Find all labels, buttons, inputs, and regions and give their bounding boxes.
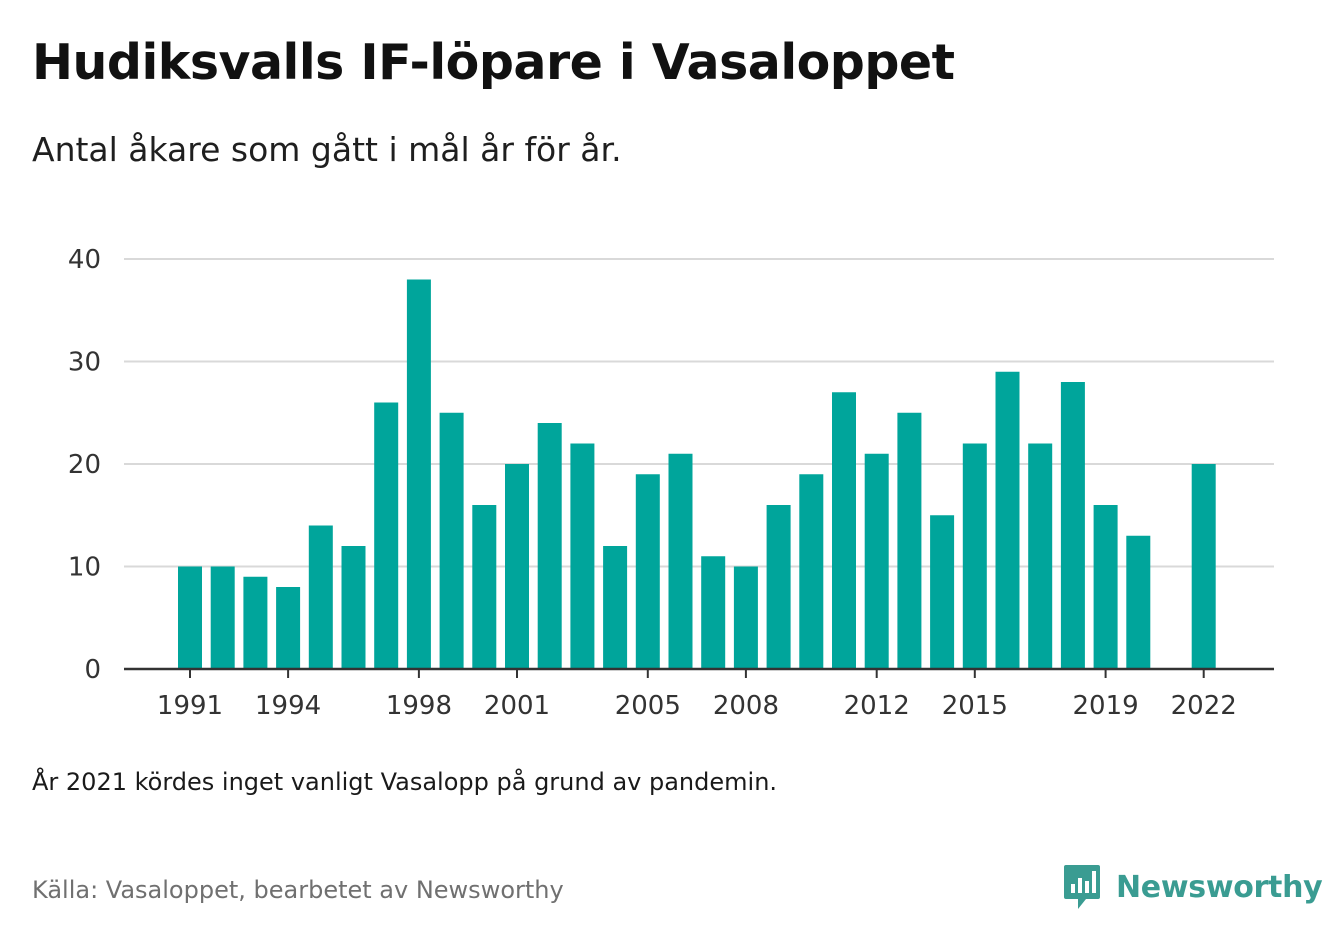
bar-1995: [308, 525, 333, 669]
bar-2012: [864, 453, 889, 669]
x-tick-label-1991: 1991: [157, 691, 223, 721]
bar-2018: [1060, 382, 1085, 669]
x-tick-label-2012: 2012: [844, 691, 910, 721]
bar-2010: [799, 474, 824, 669]
bar-1997: [374, 402, 399, 669]
x-tick-label-2001: 2001: [484, 691, 550, 721]
brand-name: Newsworthy: [1116, 869, 1323, 905]
y-tick-label-40: 40: [68, 245, 101, 275]
bar-2004: [603, 546, 628, 669]
chart-subtitle: Antal åkare som gått i mål år för år.: [32, 130, 622, 169]
bar-2001: [505, 464, 529, 669]
bars: [178, 279, 1216, 669]
bar-2006: [668, 453, 693, 669]
newsworthy-logo: Newsworthy: [1062, 862, 1323, 912]
x-tick-label-1998: 1998: [386, 691, 452, 721]
axes: 0 10 20 30 40 1991 1994 1998 2001 2005 2008 2012 201…: [68, 245, 1274, 721]
newsworthy-logo-icon: [1064, 865, 1100, 909]
bar-1996: [341, 546, 366, 669]
bar-chart: 0 10 20 30 40 1991 1994 1998 2001 2005 2008 2012 201…: [68, 245, 1274, 721]
x-tick-label-1994: 1994: [255, 691, 321, 721]
bar-2003: [570, 443, 595, 669]
source-text: Källa: Vasaloppet, bearbetet av Newswort…: [32, 876, 564, 904]
y-tick-label-10: 10: [68, 553, 101, 583]
y-tick-label-20: 20: [68, 450, 101, 480]
x-tick-label-2008: 2008: [713, 691, 779, 721]
bar-2002: [537, 423, 562, 669]
bar-2007: [701, 556, 726, 669]
bar-2016: [995, 371, 1020, 669]
bar-1991: [178, 566, 202, 669]
y-tick-label-30: 30: [68, 348, 101, 378]
bar-2015: [962, 443, 987, 669]
bar-1993: [243, 576, 268, 669]
chart-title: Hudiksvalls IF-löpare i Vasaloppet: [32, 34, 955, 91]
x-tick-label-2022: 2022: [1171, 691, 1237, 721]
bar-1999: [439, 412, 464, 669]
bar-2005: [635, 474, 660, 669]
chart-note: År 2021 kördes inget vanligt Vasalopp på…: [32, 768, 778, 796]
bar-2022: [1191, 464, 1216, 669]
y-tick-label-0: 0: [84, 655, 101, 685]
bar-2014: [930, 515, 955, 669]
bar-1998: [406, 279, 431, 669]
bar-2017: [1028, 443, 1053, 669]
x-tick-label-2019: 2019: [1073, 691, 1139, 721]
bar-2009: [766, 505, 791, 669]
bar-1994: [276, 587, 301, 669]
bar-2011: [832, 392, 856, 669]
x-tick-label-2015: 2015: [942, 691, 1008, 721]
bar-2013: [897, 412, 922, 669]
bar-2020: [1126, 535, 1151, 669]
bar-2000: [472, 505, 497, 669]
bar-2008: [733, 566, 758, 669]
bar-2019: [1093, 505, 1118, 669]
x-tick-label-2005: 2005: [615, 691, 681, 721]
bar-1992: [210, 566, 235, 669]
